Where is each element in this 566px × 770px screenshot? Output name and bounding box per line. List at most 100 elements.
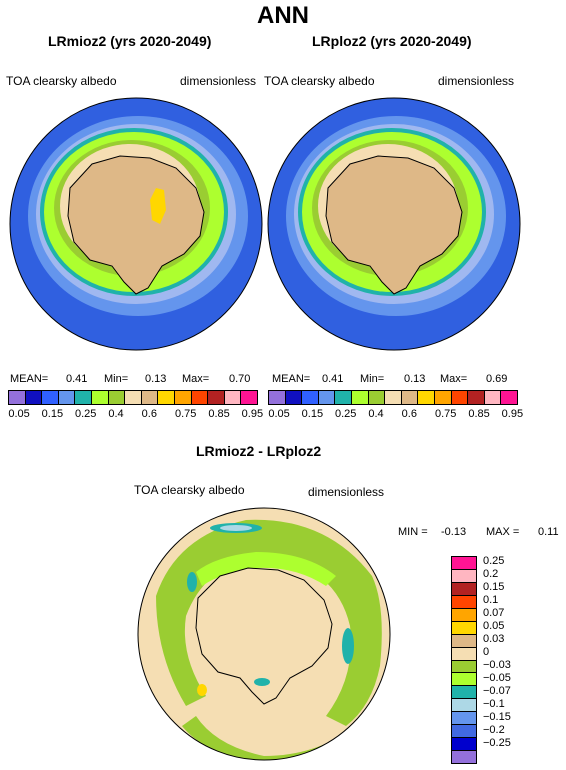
colorbar-tick-label: 0.05: [483, 620, 505, 632]
diff-panel-variable-label: TOA clearsky albedo: [134, 483, 245, 497]
diff-max-label: MAX =: [486, 526, 520, 538]
right-max-value: 0.69: [486, 373, 508, 385]
colorbar-tick-label: −0.05: [483, 672, 511, 684]
colorbar-tick-label: 0.05: [8, 408, 30, 420]
colorbar-tick-label: 0.85: [208, 408, 230, 420]
right-polar-map: [267, 97, 521, 351]
colorbar-swatch: [335, 391, 352, 404]
colorbar-tick-label: −0.15: [483, 711, 511, 723]
colorbar-swatch: [501, 391, 517, 404]
colorbar-swatch: [452, 621, 476, 635]
colorbar-swatch: [269, 391, 286, 404]
colorbar-swatch: [452, 699, 476, 713]
colorbar-swatch: [385, 391, 402, 404]
colorbar-swatch: [91, 391, 109, 404]
colorbar-tick-label: 0.03: [483, 633, 505, 645]
colorbar-tick-label: 0.75: [175, 408, 197, 420]
right-min-label: Min=: [360, 373, 385, 385]
colorbar-tick-label: 0.4: [108, 408, 124, 420]
diff-panel-units-label: dimensionless: [308, 485, 385, 499]
colorbar-tick-label: −0.07: [483, 685, 511, 697]
colorbar-swatch: [25, 391, 43, 404]
colorbar-swatch: [452, 673, 476, 687]
colorbar-tick-label: 0.15: [301, 408, 324, 420]
left-panel-variable-label: TOA clearsky albedo: [6, 74, 117, 88]
diff-max-value: 0.11: [538, 526, 559, 538]
diff-colorbar-ticks: 0.25 0.2 0.15 0.1 0.07 0.05 0.03 0 −0.03 −0.05 −0.…: [483, 555, 543, 764]
left-min-label: Min=: [104, 373, 129, 385]
colorbar-swatch: [452, 608, 476, 622]
right-mean-value: 0.41: [322, 373, 344, 385]
colorbar-swatch: [285, 391, 303, 404]
left-max-value: 0.70: [229, 373, 251, 385]
colorbar-swatch: [401, 391, 419, 404]
colorbar-swatch: [318, 391, 336, 404]
right-colorbar-ticks: 0.05 0.15 0.25 0.4 0.6 0.75 0.85 0.95: [260, 408, 526, 422]
colorbar-swatch: [174, 391, 192, 404]
colorbar-tick-label: −0.1: [483, 698, 505, 710]
colorbar-swatch: [451, 391, 469, 404]
colorbar-swatch: [191, 391, 209, 404]
colorbar-swatch: [452, 660, 476, 674]
colorbar-swatch: [484, 391, 502, 404]
colorbar-swatch: [42, 391, 59, 404]
left-max-label: Max=: [182, 373, 210, 385]
diff-colorbar: [451, 556, 477, 764]
diff-polar-map: [137, 507, 391, 761]
colorbar-tick-label: 0.07: [483, 607, 505, 619]
colorbar-tick-label: 0.1: [483, 594, 499, 606]
diff-min-value: -0.13: [441, 526, 467, 538]
colorbar-tick-label: 0.95: [241, 408, 264, 420]
diff-min-label: MIN =: [398, 526, 428, 538]
colorbar-swatch: [452, 569, 476, 583]
colorbar-swatch: [452, 595, 476, 609]
colorbar-swatch: [452, 557, 476, 570]
colorbar-swatch: [9, 391, 26, 404]
diff-panel-title: LRmioz2 - LRploz2: [196, 443, 322, 459]
left-panel-units-label: dimensionless: [180, 74, 257, 88]
colorbar-tick-label: 0.85: [468, 408, 490, 420]
colorbar-tick-label: 0.4: [368, 408, 384, 420]
colorbar-swatch: [224, 391, 242, 404]
colorbar-swatch: [125, 391, 142, 404]
right-max-label: Max=: [440, 373, 468, 385]
colorbar-tick-label: 0: [483, 646, 490, 658]
colorbar-swatch: [452, 751, 476, 763]
right-panel-title: LRploz2 (yrs 2020-2049): [312, 33, 472, 49]
left-mean-label: MEAN=: [10, 373, 49, 385]
left-colorbar: [8, 390, 258, 405]
colorbar-tick-label: 0.25: [335, 408, 357, 420]
colorbar-tick-label: 0.15: [41, 408, 64, 420]
colorbar-swatch: [452, 647, 476, 661]
colorbar-tick-label: 0.6: [141, 408, 157, 420]
left-min-value: 0.13: [145, 373, 167, 385]
right-panel-units-label: dimensionless: [438, 74, 515, 88]
colorbar-swatch: [452, 712, 476, 726]
page-title: ANN: [257, 2, 309, 29]
left-polar-map: [9, 97, 263, 351]
left-panel-title: LRmioz2 (yrs 2020-2049): [48, 33, 212, 49]
colorbar-swatch: [302, 391, 319, 404]
colorbar-tick-label: 0.15: [483, 581, 505, 593]
right-colorbar: [268, 390, 518, 405]
colorbar-swatch: [452, 686, 476, 700]
colorbar-swatch: [75, 391, 92, 404]
colorbar-tick-label: 0.25: [483, 555, 505, 567]
colorbar-swatch: [368, 391, 386, 404]
colorbar-tick-label: 0.05: [268, 408, 290, 420]
left-mean-value: 0.41: [66, 373, 88, 385]
left-colorbar-ticks: 0.05 0.15 0.25 0.4 0.6 0.75 0.85 0.95: [0, 408, 266, 422]
colorbar-swatch: [241, 391, 257, 404]
colorbar-swatch: [158, 391, 175, 404]
colorbar-tick-label: −0.25: [483, 737, 511, 749]
colorbar-swatch: [468, 391, 485, 404]
right-panel-variable-label: TOA clearsky albedo: [264, 74, 375, 88]
colorbar-tick-label: −0.03: [483, 659, 511, 671]
colorbar-tick-label: 0.95: [501, 408, 524, 420]
colorbar-swatch: [452, 582, 476, 596]
colorbar-tick-label: −0.2: [483, 724, 505, 736]
colorbar-swatch: [351, 391, 369, 404]
colorbar-swatch: [452, 738, 476, 752]
colorbar-tick-label: 0.75: [435, 408, 457, 420]
colorbar-tick-label: 0.25: [75, 408, 97, 420]
